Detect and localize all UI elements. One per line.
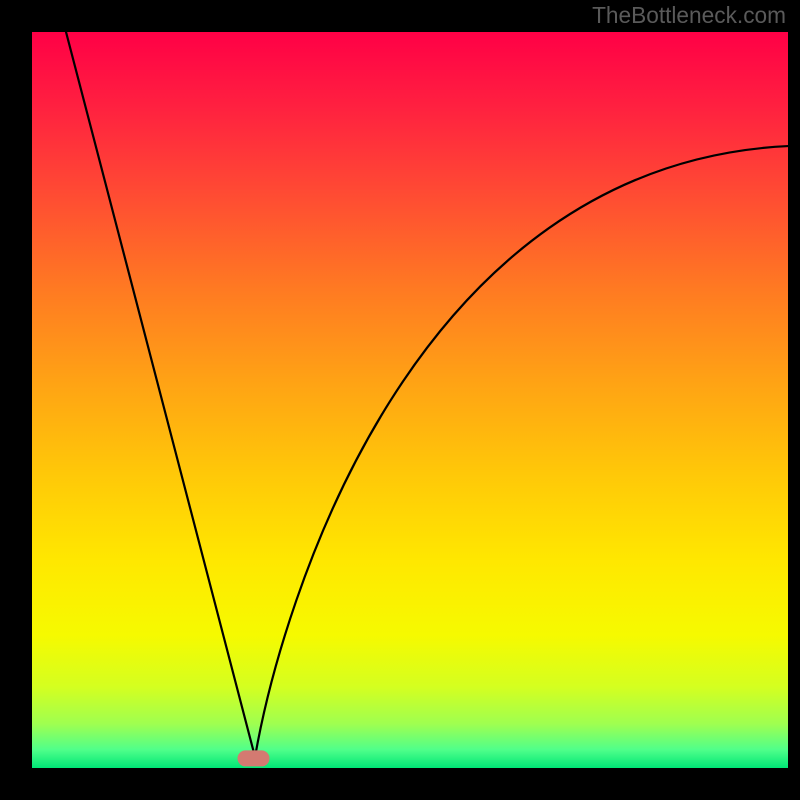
- chart-background-gradient: [32, 32, 788, 768]
- chart-svg: [32, 32, 788, 768]
- valley-marker: [238, 750, 270, 766]
- frame-border-bottom: [0, 768, 800, 800]
- frame-border-right: [788, 0, 800, 800]
- frame-border-left: [0, 0, 32, 800]
- chart-plot-area: [32, 32, 788, 768]
- watermark-text: TheBottleneck.com: [592, 2, 786, 29]
